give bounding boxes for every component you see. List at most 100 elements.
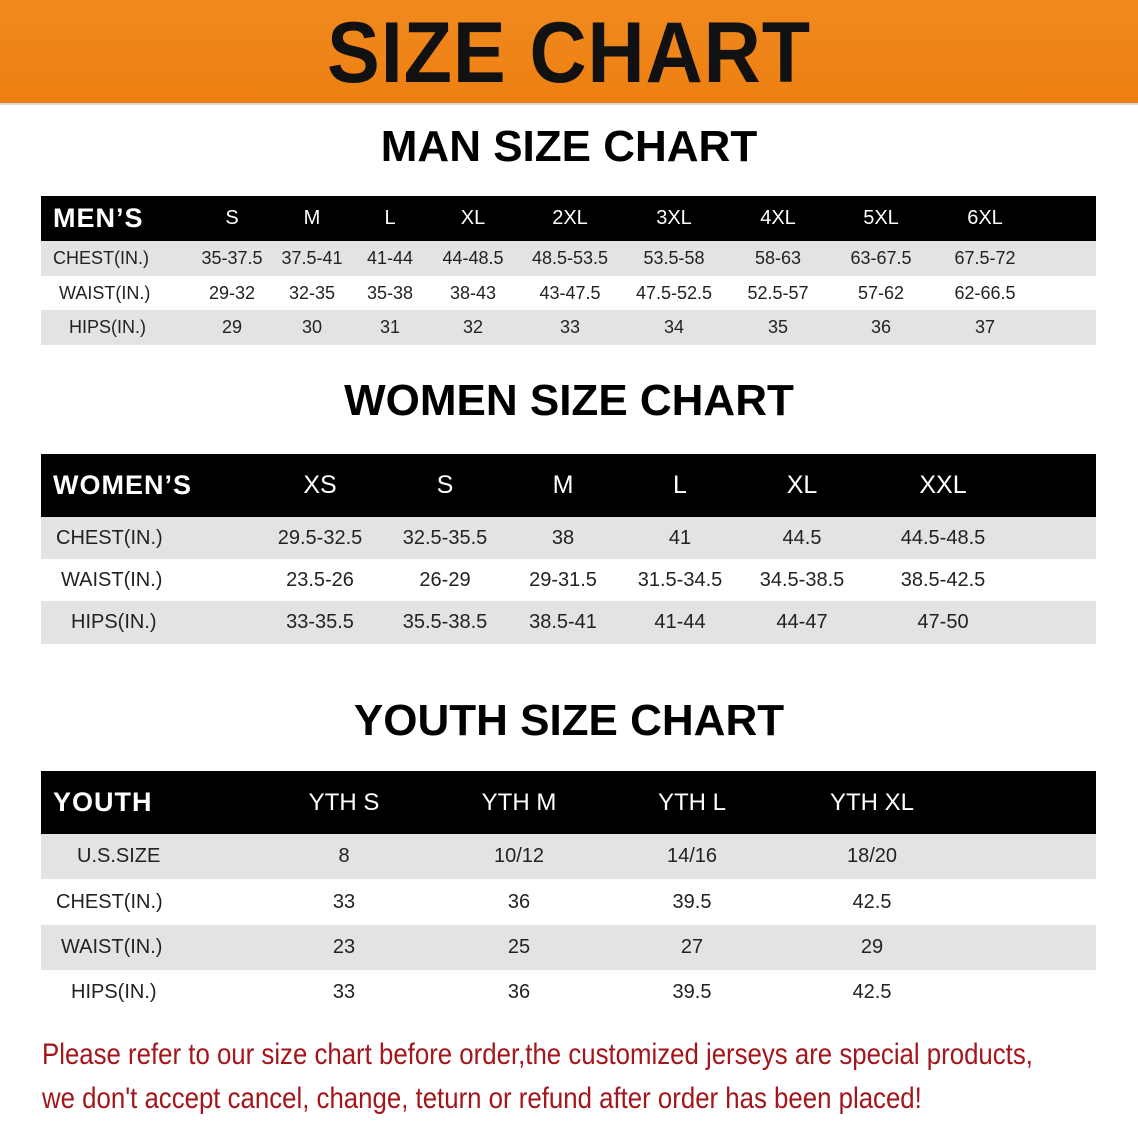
measurement-value: 33-35.5	[286, 611, 354, 633]
measurement-value: 35	[767, 317, 789, 337]
table-row: CHEST(IN.) 33 36 39.5 42.5	[41, 879, 1096, 925]
table-row: HIPS(IN.) 29 30 31 32 33 34 35 36 37	[41, 310, 1096, 345]
size-column-header: L	[384, 207, 396, 229]
measurement-value: 33	[332, 890, 356, 913]
table-header-row: MEN’S S M L XL 2XL 3XL 4XL 5XL 6XL	[41, 196, 1096, 241]
table-row: CHEST(IN.) 29.5-32.5 32.5-35.5 38 41 44.5 44.5…	[41, 517, 1096, 559]
measurement-value: 14/16	[666, 845, 718, 867]
size-column-header: 2XL	[552, 207, 588, 229]
measurement-value: 35.5-38.5	[402, 611, 488, 633]
size-column-header: S	[436, 471, 454, 499]
measurement-value: 23	[332, 936, 356, 958]
measurement-label: CHEST(IN.)	[53, 248, 149, 268]
measurement-value: 42.5	[852, 981, 892, 1003]
size-column-header: YTH L	[657, 788, 726, 816]
measurement-value: 26-29	[419, 568, 471, 591]
measurement-value: 29.5-32.5	[277, 526, 363, 549]
measurement-value: 39.5	[672, 981, 712, 1003]
table-row: HIPS(IN.) 33-35.5 35.5-38.5 38.5-41 41-44 44-…	[41, 601, 1096, 644]
measurement-value: 57-62	[857, 282, 905, 303]
measurement-label: CHEST(IN.)	[56, 526, 163, 549]
size-column-header: L	[673, 471, 687, 499]
measurement-value: 62-66.5	[954, 282, 1016, 303]
measurement-value: 38.5-42.5	[900, 568, 986, 591]
measurement-value: 48.5-53.5	[531, 248, 609, 268]
table-row: WAIST(IN.) 23 25 27 29	[41, 925, 1096, 970]
table-header-label: WOMEN’S	[53, 470, 192, 500]
measurement-value: 47-50	[917, 611, 969, 633]
measurement-value: 25	[507, 936, 531, 958]
measurement-value: 29-32	[208, 282, 256, 303]
size-chart-banner: SIZE CHART	[0, 0, 1138, 105]
measurement-value: 39.5	[672, 890, 712, 913]
size-column-header: 5XL	[863, 207, 899, 229]
measurement-value: 43-47.5	[539, 282, 601, 303]
table-row: WAIST(IN.) 23.5-26 26-29 29-31.5 31.5-34.5 34…	[41, 559, 1096, 601]
table-row: WAIST(IN.) 29-32 32-35 35-38 38-43 43-47.5 47.…	[41, 276, 1096, 310]
measurement-value: 41-44	[366, 248, 414, 268]
size-column-header: YTH XL	[829, 788, 915, 816]
youth-section-title: YOUTH SIZE CHART	[353, 696, 785, 745]
measurement-value: 44.5-48.5	[900, 526, 986, 549]
size-column-header: M	[552, 471, 574, 499]
measurement-value: 32-35	[288, 282, 336, 303]
measurement-value: 37.5-41	[281, 248, 343, 268]
size-column-header: 3XL	[656, 207, 692, 229]
measurement-value: 32	[462, 317, 484, 337]
measurement-label: WAIST(IN.)	[61, 936, 163, 958]
measurement-value: 29	[860, 936, 884, 958]
measurement-value: 38	[551, 526, 575, 549]
notice-line-1: Please refer to our size chart before or…	[42, 1038, 1033, 1071]
measurement-value: 34	[663, 317, 685, 337]
measurement-value: 32.5-35.5	[402, 526, 488, 549]
measurement-label: WAIST(IN.)	[61, 568, 163, 591]
size-column-header: S	[225, 207, 239, 229]
measurement-label: HIPS(IN.)	[69, 317, 147, 337]
table-row: HIPS(IN.) 33 36 39.5 42.5	[41, 970, 1096, 1015]
measurement-value: 30	[301, 317, 323, 337]
measurement-value: 31.5-34.5	[637, 568, 723, 591]
measurement-value: 10/12	[493, 845, 545, 867]
measurement-value: 36	[870, 317, 892, 337]
measurement-value: 29-31.5	[529, 568, 597, 591]
measurement-value: 38-43	[449, 282, 497, 303]
table-header-row: WOMEN’S XS S M L XL XXL	[41, 454, 1096, 517]
measurement-value: 38.5-41	[529, 611, 597, 633]
measurement-value: 41	[668, 526, 692, 549]
measurement-label: HIPS(IN.)	[71, 611, 157, 633]
measurement-value: 44.5	[782, 526, 822, 549]
measurement-value: 67.5-72	[954, 248, 1016, 268]
size-column-header: XS	[303, 471, 337, 499]
measurement-value: 33	[559, 317, 581, 337]
women-section-title: WOMEN SIZE CHART	[344, 376, 794, 425]
measurement-value: 31	[379, 317, 401, 337]
measurement-value: 52.5-57	[747, 282, 809, 303]
measurement-value: 35-37.5	[201, 248, 263, 268]
measurement-value: 58-63	[754, 248, 802, 268]
measurement-label: U.S.SIZE	[77, 845, 161, 867]
measurement-value: 44-47	[776, 611, 828, 633]
notice-line-2: we don't accept cancel, change, teturn o…	[42, 1082, 922, 1115]
measurement-value: 27	[680, 936, 704, 958]
size-column-header: YTH S	[308, 788, 380, 816]
measurement-value: 29	[221, 317, 243, 337]
measurement-value: 53.5-58	[643, 248, 705, 268]
measurement-value: 41-44	[654, 611, 706, 633]
banner-title: SIZE CHART	[327, 5, 811, 101]
size-column-header: YTH M	[481, 788, 557, 816]
measurement-value: 36	[507, 981, 531, 1003]
measurement-value: 18/20	[846, 845, 898, 867]
size-column-header: M	[303, 207, 321, 229]
measurement-value: 44-48.5	[442, 248, 504, 268]
table-header-row: YOUTH YTH S YTH M YTH L YTH XL	[41, 771, 1096, 834]
measurement-value: 63-67.5	[850, 248, 912, 268]
measurement-label: HIPS(IN.)	[71, 981, 157, 1003]
table-row: CHEST(IN.) 35-37.5 37.5-41 41-44 44-48.5 48.5…	[41, 241, 1096, 276]
size-column-header: 4XL	[760, 207, 796, 229]
size-column-header: XL	[460, 207, 486, 229]
measurement-value: 34.5-38.5	[759, 568, 845, 591]
measurement-value: 36	[507, 890, 531, 913]
measurement-value: 37	[974, 317, 996, 337]
table-row: U.S.SIZE 8 10/12 14/16 18/20	[41, 834, 1096, 879]
size-column-header: 6XL	[967, 207, 1003, 229]
